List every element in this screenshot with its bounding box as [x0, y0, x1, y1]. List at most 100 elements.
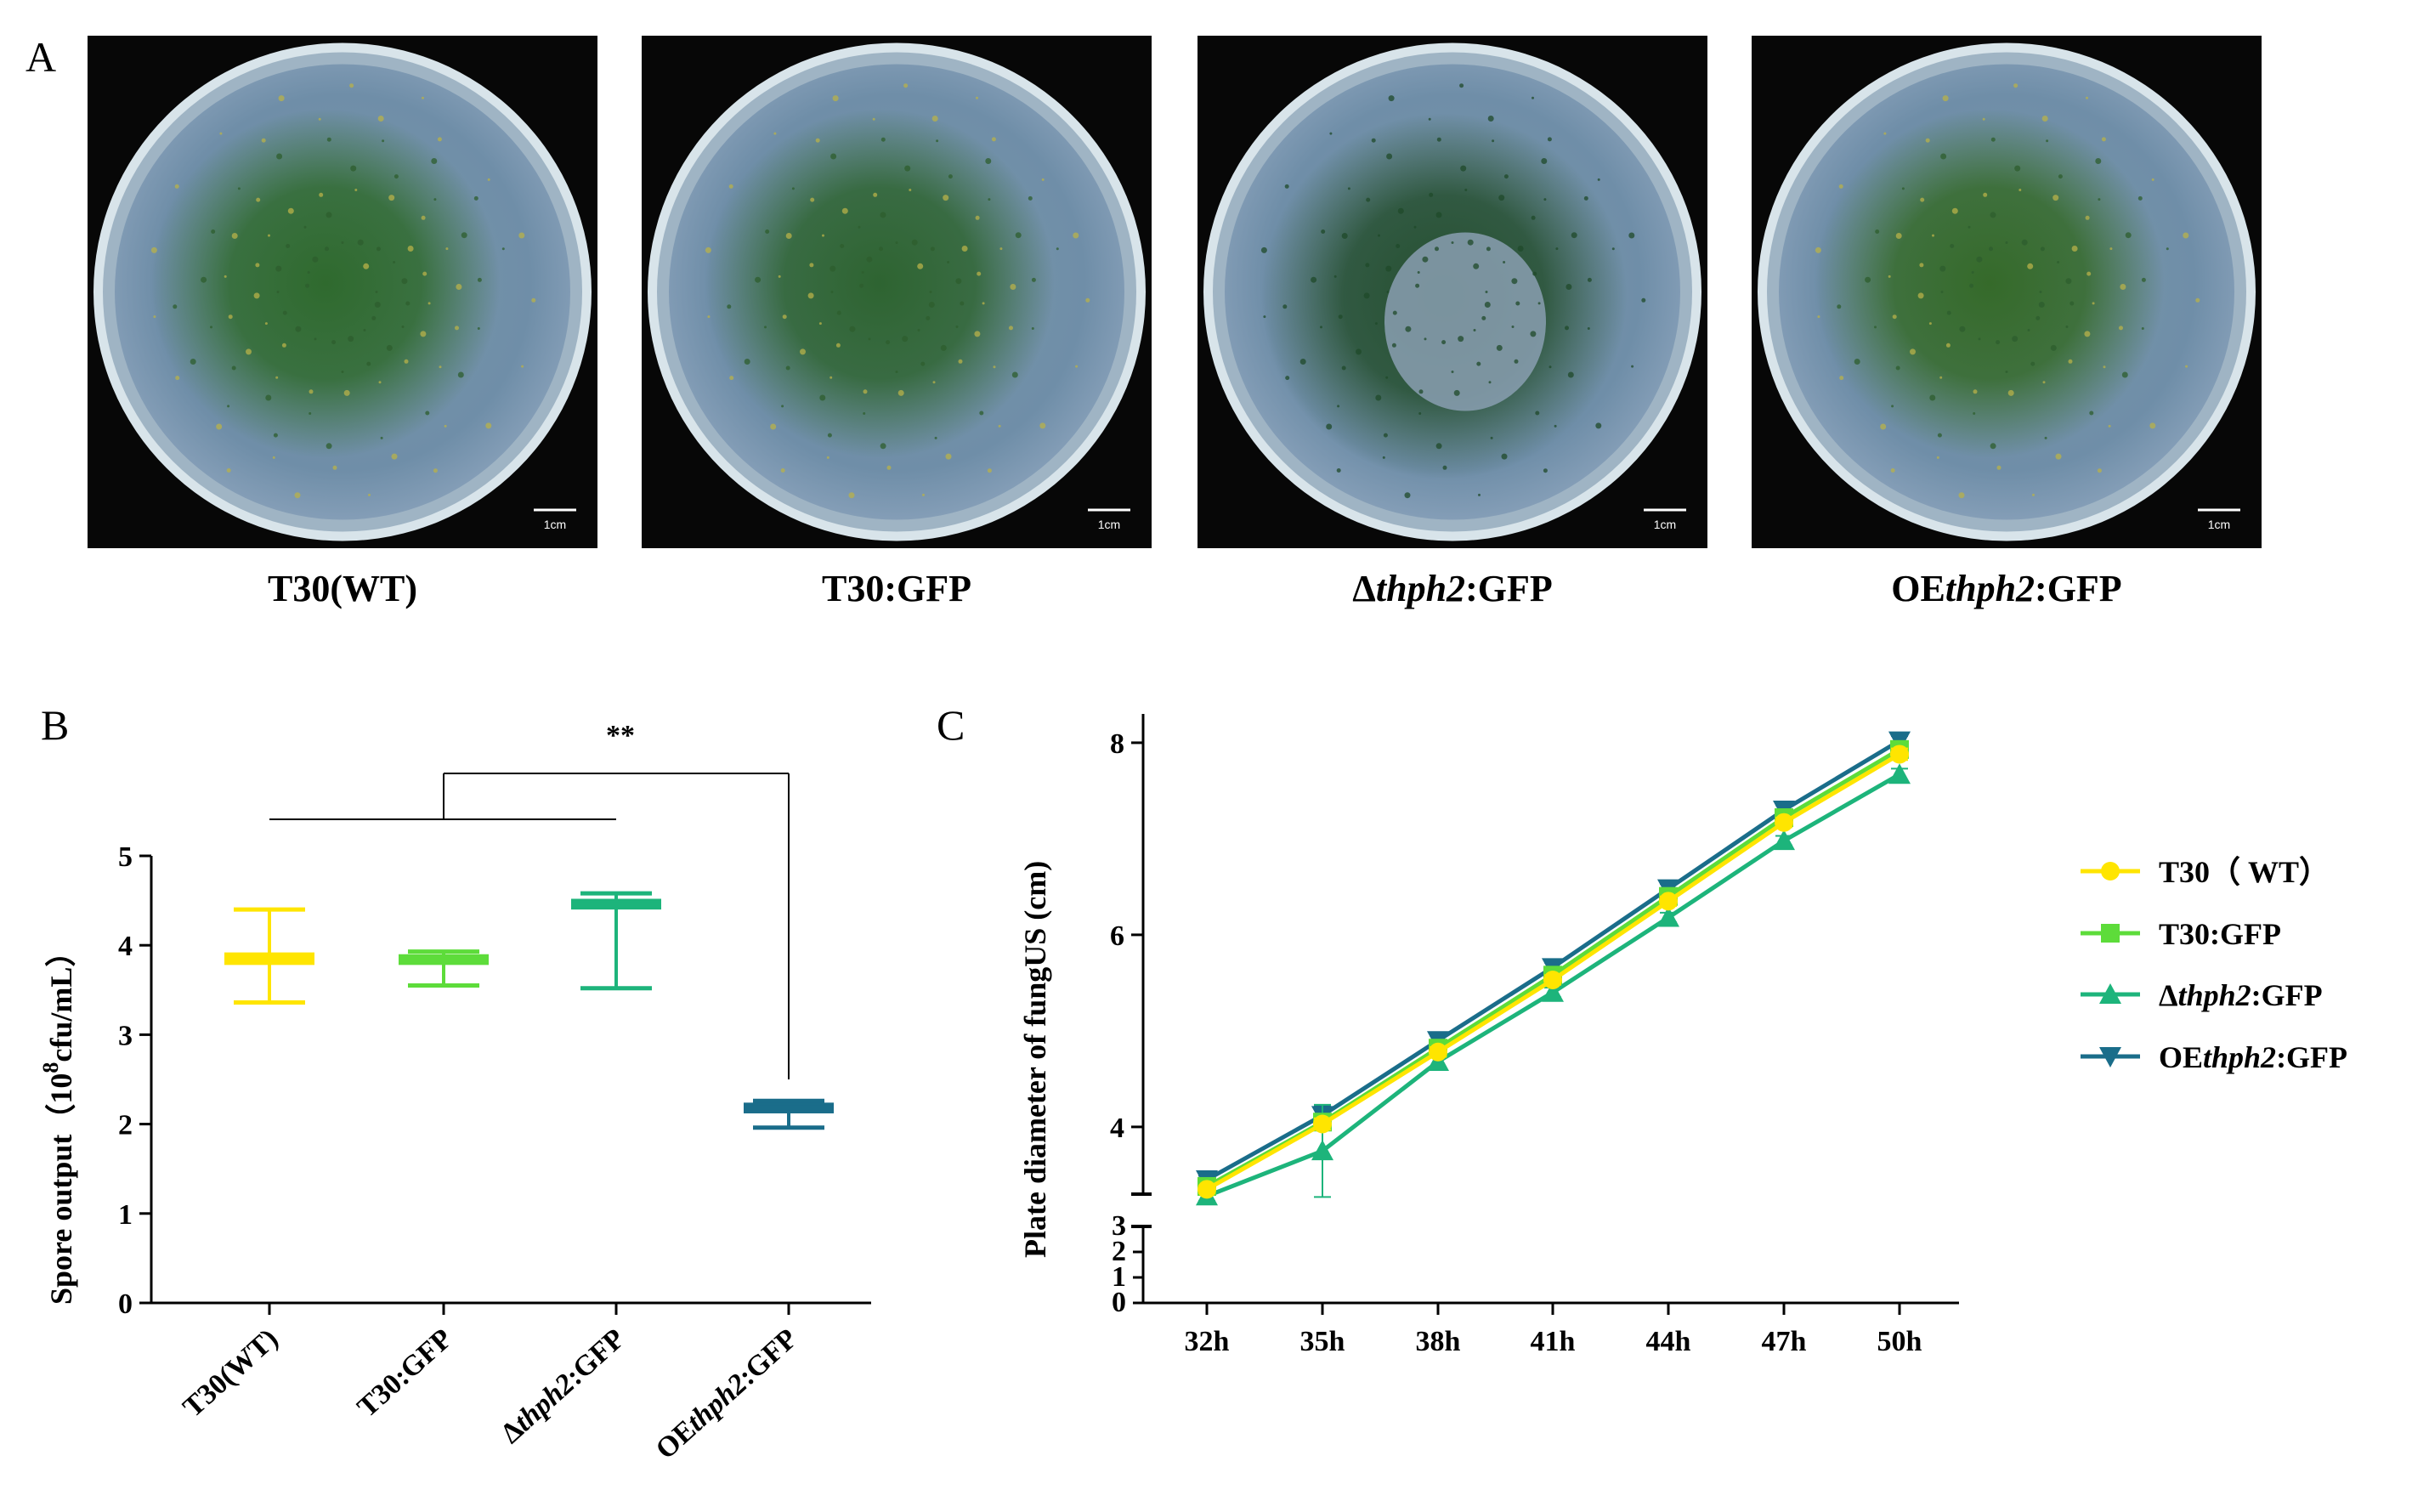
colony-speckle: [866, 256, 873, 263]
colony-speckle: [1453, 389, 1460, 396]
colony-speckle: [879, 246, 883, 252]
colony-speckle: [433, 468, 438, 473]
colony-speckle: [2120, 284, 2126, 290]
colony-speckle: [2041, 116, 2048, 122]
colony-speckle: [770, 423, 777, 430]
colony-speckle: [287, 207, 294, 214]
colony-speckle: [349, 83, 354, 88]
colony-speckle: [829, 265, 836, 272]
plate-caption: T30(WT): [268, 568, 417, 609]
colony-clearing: [1384, 232, 1546, 411]
colony-speckle: [1347, 187, 1350, 190]
colony-speckle: [975, 215, 980, 220]
colony-speckle: [1936, 456, 1939, 459]
colony-speckle: [2092, 302, 2095, 305]
colony-speckle: [840, 244, 845, 248]
colony-speckle: [1374, 322, 1378, 326]
colony-speckle: [1983, 192, 1988, 197]
colony-speckle: [2055, 453, 2062, 460]
colony-speckle: [227, 405, 230, 408]
colony-speckle: [1451, 371, 1454, 373]
box-0: [224, 907, 314, 1005]
colony-speckle: [1031, 277, 1036, 282]
plate-caption-part: Δ: [1352, 568, 1376, 609]
colony-speckle: [1839, 376, 1844, 381]
y-tick-label: 4: [118, 931, 133, 962]
colony-speckle: [1515, 301, 1520, 306]
colony-speckle: [859, 283, 864, 288]
colony-speckle: [929, 291, 932, 293]
colony-speckle: [380, 436, 383, 439]
colony-speckle: [1488, 381, 1492, 384]
colony-speckle: [1567, 371, 1574, 378]
colony-speckle: [457, 371, 464, 378]
colony-speckle: [1537, 302, 1541, 305]
colony-speckle: [1460, 165, 1467, 172]
y-title-superscript: 8: [38, 1062, 63, 1073]
y-tick-label: 2: [118, 1110, 133, 1141]
colony-speckle: [366, 361, 371, 366]
colony-speckle: [999, 247, 1003, 251]
colony-speckle: [976, 96, 978, 99]
colony-speckle: [276, 153, 283, 160]
colony-speckle: [1514, 359, 1519, 364]
plate-caption-italic: thph2: [1945, 568, 2035, 609]
colony-speckle: [2052, 195, 2059, 201]
colony-speckle: [2098, 198, 2101, 201]
colony-speckle: [1441, 340, 1447, 345]
marker-circle: [1890, 745, 1909, 764]
colony-speckle: [911, 239, 918, 246]
colony-speckle: [219, 132, 223, 135]
y-tick-label: 3: [118, 1020, 133, 1051]
colony-speckle: [2151, 178, 2154, 181]
colony-speckle: [1946, 310, 1951, 315]
colony-speckle: [461, 232, 467, 239]
panel-c-y-axis-title: Plate diameter of fungUS (cm): [1018, 861, 1052, 1258]
panel-b-y-axis-title: Spore output（108cfu/mL）: [38, 937, 78, 1305]
plate-captions: T30(WT) T30:GFP Δthph2:GFP OEthph2:GFP: [268, 568, 2122, 609]
colony-speckle: [393, 261, 396, 263]
colony-speckle: [2046, 139, 2049, 143]
x-tick-label: 32h: [1185, 1326, 1230, 1357]
colony-speckle: [1418, 412, 1422, 415]
colony-speckle: [1413, 225, 1417, 229]
colony-speckle: [1971, 271, 1974, 274]
colony-speckle: [1917, 292, 1924, 299]
colony-speckle: [211, 229, 216, 234]
marker-circle: [1198, 1180, 1216, 1199]
plates-layer: 1cm 1cm 1cm 1cm: [88, 36, 2262, 548]
legend-label-part: Δ: [2159, 978, 2178, 1012]
legend-item: OEthph2:GFP: [2081, 1040, 2347, 1074]
y-tick-label: 0: [118, 1288, 133, 1320]
colony-speckle: [903, 83, 909, 88]
colony-speckle: [1937, 433, 1942, 438]
y-tick-label: 0: [1112, 1287, 1126, 1318]
colony-speckle: [1311, 276, 1317, 283]
x-tick-label: 50h: [1877, 1326, 1922, 1357]
colony-speckle: [955, 326, 959, 328]
colony-speckle: [1492, 139, 1495, 143]
colony-speckle: [1378, 234, 1380, 237]
colony-speckle: [477, 327, 480, 330]
colony-speckle: [305, 283, 310, 288]
colony-speckle: [819, 394, 826, 401]
colony-speckle: [880, 137, 886, 142]
marker-triangle-up: [1773, 830, 1795, 851]
colony-speckle: [705, 246, 711, 253]
colony-speckle: [2166, 247, 2169, 251]
colony-speckle: [231, 365, 236, 371]
colony-speckle: [1073, 232, 1079, 239]
scale-bar-label: 1cm: [1654, 518, 1676, 531]
colony-speckle: [1284, 184, 1289, 189]
colony-speckle: [955, 278, 962, 285]
x-tick-label: 35h: [1300, 1326, 1345, 1357]
colony-speckle: [1386, 291, 1390, 293]
colony-speckle: [1587, 277, 1592, 282]
colony-speckle: [326, 137, 331, 142]
x-tick-label: 38h: [1416, 1326, 1461, 1357]
colony-speckle: [961, 246, 968, 252]
x-tick-label-part: T30(WT): [178, 1322, 285, 1423]
colony-speckle: [264, 322, 268, 326]
colony-speckle: [1496, 344, 1503, 351]
